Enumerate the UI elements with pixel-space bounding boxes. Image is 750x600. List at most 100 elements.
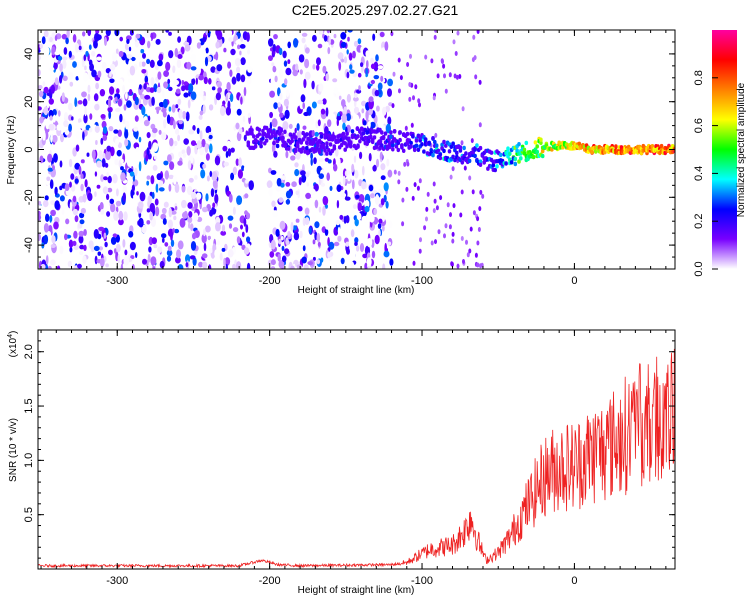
spectrogram-cell [236, 108, 242, 116]
spectrogram-cell [223, 257, 226, 267]
spectrogram-cell [43, 86, 49, 94]
spectrogram-cell [209, 143, 213, 154]
spectrogram-cell [221, 224, 226, 232]
spectrogram-track-cell [409, 140, 413, 146]
spectrogram-cell [338, 95, 342, 100]
spectrogram-track-cell [489, 150, 494, 155]
spectrogram-cell [397, 57, 401, 63]
spectrogram-cell [199, 89, 204, 98]
spectrogram-track-cell [478, 162, 483, 167]
spectrogram-track-cell [467, 158, 472, 164]
spectrogram-cell [121, 133, 125, 142]
spectrogram-track-cell [350, 129, 355, 134]
spectrogram-cell [230, 48, 236, 56]
spectrogram-cell [446, 202, 450, 208]
spectrogram-cell [292, 69, 299, 77]
spectrogram-track-cell [261, 136, 265, 141]
spectrogram-track-cell [294, 135, 298, 140]
spectrogram-cell [118, 218, 124, 226]
spectrogram-cell [380, 198, 385, 206]
spectrogram-cell [150, 77, 155, 86]
spectrogram-cell [304, 58, 310, 69]
spectrogram-cell [72, 240, 77, 246]
spectrogram-cell [240, 96, 243, 105]
spectrogram-cell [163, 81, 169, 89]
spectrogram-cell [167, 154, 172, 163]
spectrogram-cell [416, 185, 420, 191]
spectrogram-cell [116, 88, 120, 94]
spectrogram-cell [351, 163, 355, 173]
spectrogram-track-cell [442, 148, 446, 154]
spectrogram-cell [38, 55, 41, 61]
spectrogram-cell [72, 61, 77, 68]
spectrogram-cell [272, 44, 277, 52]
spectrogram-cell [134, 167, 138, 177]
spectrogram-cell [462, 259, 465, 264]
colorbar: 0.0 0.2 0.4 0.6 0.8 Normalized spectral ampl… [693, 30, 747, 277]
spectrogram-cell [125, 120, 130, 130]
spectrogram-cell [82, 72, 89, 82]
spectrogram-cell [185, 111, 190, 122]
spectrogram-track-cell [414, 143, 419, 148]
spectrogram-cell [43, 106, 49, 116]
spectrogram-cell [228, 193, 233, 203]
spectrogram-cell [440, 58, 444, 64]
spectrogram-cell [70, 173, 75, 180]
spectrogram-cell [44, 46, 50, 56]
spectrogram-cell [303, 111, 309, 117]
spectrogram-cell [273, 34, 278, 40]
spectrogram-cell [290, 265, 295, 269]
spectrogram-track-cell [495, 164, 499, 169]
spectrogram-cell [181, 80, 185, 85]
spectrogram-cell [378, 229, 381, 237]
spectrogram-track-cell [438, 155, 443, 161]
spectrogram-cell [174, 47, 178, 58]
spectrogram-cell [162, 237, 165, 243]
snr-ylabel: SNR (10 * v/v) [8, 418, 19, 482]
spectrogram-cell [189, 72, 195, 79]
spectrogram-cell [78, 230, 85, 237]
spectrogram-cell [474, 74, 478, 80]
spectrogram-cell [314, 221, 320, 229]
spectrogram-cell [202, 36, 207, 43]
spectrogram-cell [359, 243, 365, 252]
x-tick-label: -200 [259, 575, 281, 587]
spectrogram-track-cell [385, 144, 390, 149]
spectrogram-cell [69, 201, 73, 212]
spectrogram-cell [417, 98, 421, 104]
spectrogram-cell [346, 71, 350, 79]
spectrogram-track-cell [414, 138, 419, 143]
spectrogram-cell [151, 96, 155, 107]
spectrogram-cell [226, 81, 231, 92]
spectrogram-cell [88, 127, 93, 133]
spectrogram-cell [145, 77, 148, 82]
spectrogram-cell [109, 78, 115, 84]
x-tick-label: -200 [259, 275, 281, 287]
spectrogram-cell [344, 196, 351, 201]
spectrogram-track-cell [363, 135, 368, 141]
spectrogram-cell [94, 103, 100, 111]
spectrogram-cell [434, 239, 437, 245]
spectrogram-cell [326, 172, 331, 181]
spectrogram-cell [216, 64, 223, 72]
spectrogram-cell [312, 256, 316, 261]
spectrogram-cell [451, 238, 455, 244]
spectrogram-cell [246, 236, 251, 243]
spectrogram-cell [282, 121, 289, 131]
spectrogram-track-cell [305, 145, 309, 151]
spectrogram-cell [281, 175, 287, 181]
spectrogram-cell [190, 53, 196, 63]
spectrogram-cell [128, 46, 132, 52]
spectrogram-track-cell [422, 149, 426, 154]
spectrogram-cell [74, 215, 79, 223]
spectrogram-cell [242, 64, 246, 71]
spectrogram-cell [168, 207, 172, 218]
spectrogram-cell [357, 202, 362, 212]
spectrogram-cell [93, 40, 98, 49]
spectrogram-track-cell [374, 145, 379, 150]
spectrogram-cell [456, 30, 460, 36]
spectrogram-track-cell [458, 145, 463, 150]
spectrogram-track-cell [389, 134, 393, 139]
spectrogram-cell [110, 203, 116, 213]
spectrogram-cell [358, 85, 361, 91]
